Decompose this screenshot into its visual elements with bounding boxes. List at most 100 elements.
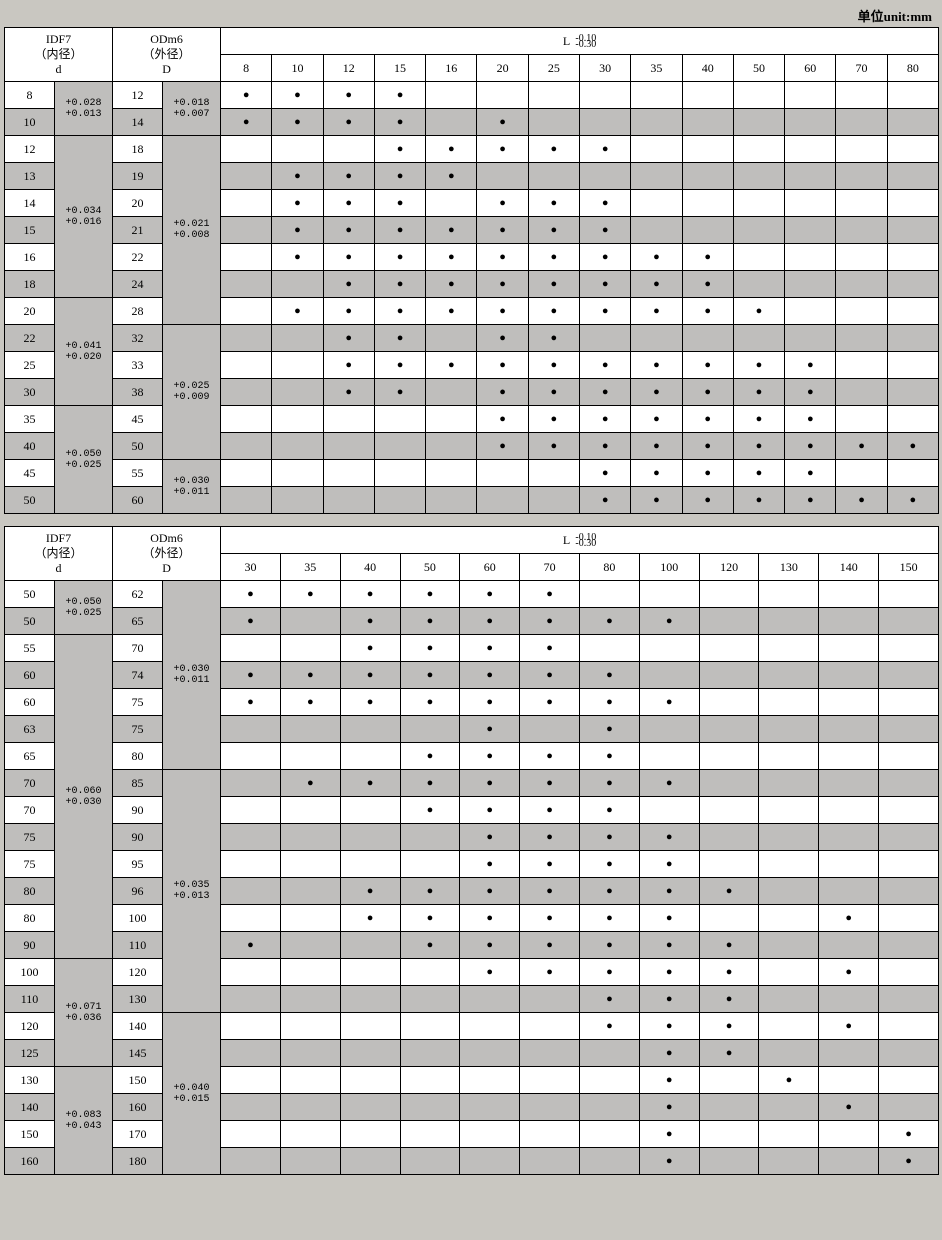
cell-dot [879, 1013, 939, 1040]
cell-dot: ● [426, 298, 477, 325]
cell-dot [887, 379, 938, 406]
cell-dot: ● [528, 352, 579, 379]
cell-od: 19 [113, 163, 163, 190]
cell-dot [836, 325, 887, 352]
cell-dot [477, 82, 528, 109]
cell-dot [639, 716, 699, 743]
cell-dot [528, 109, 579, 136]
cell-dot [733, 325, 784, 352]
cell-dot [819, 1067, 879, 1094]
cell-dot [836, 379, 887, 406]
cell-dot: ● [879, 1148, 939, 1175]
header-odm6: ODm6（外径）D [113, 28, 221, 82]
cell-dot: ● [323, 352, 374, 379]
cell-dot: ● [580, 217, 631, 244]
cell-dot: ● [280, 581, 340, 608]
cell-dot [221, 298, 272, 325]
table-row: 5065●●●●●●● [5, 608, 939, 635]
cell-dot [836, 217, 887, 244]
cell-dot: ● [631, 433, 682, 460]
cell-od-tolerance: +0.030+0.011 [163, 460, 221, 514]
table-row: 8096●●●●●●● [5, 878, 939, 905]
cell-dot [819, 581, 879, 608]
cell-dot: ● [528, 136, 579, 163]
cell-dot [631, 190, 682, 217]
cell-dot [785, 82, 836, 109]
cell-dot [221, 743, 281, 770]
cell-dot: ● [272, 217, 323, 244]
cell-dot: ● [580, 608, 640, 635]
cell-od: 170 [113, 1121, 163, 1148]
cell-dot: ● [272, 190, 323, 217]
cell-dot [580, 581, 640, 608]
cell-dot [759, 770, 819, 797]
cell-dot: ● [580, 878, 640, 905]
cell-d: 40 [5, 433, 55, 460]
cell-dot [520, 1148, 580, 1175]
cell-dot: ● [323, 190, 374, 217]
cell-dot [879, 581, 939, 608]
cell-dot: ● [426, 163, 477, 190]
cell-dot [280, 905, 340, 932]
cell-dot [280, 959, 340, 986]
cell-dot [785, 298, 836, 325]
cell-d: 80 [5, 905, 55, 932]
cell-d-tolerance: +0.060+0.030 [55, 635, 113, 959]
table-row: 12+0.034+0.01618+0.021+0.008●●●●● [5, 136, 939, 163]
cell-dot [836, 82, 887, 109]
cell-dot [836, 163, 887, 190]
cell-dot [221, 136, 272, 163]
cell-dot [887, 271, 938, 298]
table-row: 1420●●●●●● [5, 190, 939, 217]
cell-dot: ● [323, 298, 374, 325]
cell-dot [887, 325, 938, 352]
cell-dot: ● [639, 1013, 699, 1040]
cell-dot [280, 1148, 340, 1175]
cell-dot: ● [374, 379, 425, 406]
cell-dot [221, 716, 281, 743]
cell-dot [323, 460, 374, 487]
cell-dot [280, 743, 340, 770]
cell-dot: ● [426, 136, 477, 163]
cell-dot: ● [580, 460, 631, 487]
cell-dot [221, 878, 281, 905]
cell-dot [887, 109, 938, 136]
cell-dot: ● [639, 1040, 699, 1067]
cell-dot: ● [520, 581, 580, 608]
table-row: 160180●● [5, 1148, 939, 1175]
cell-dot [819, 635, 879, 662]
cell-od-tolerance: +0.025+0.009 [163, 325, 221, 460]
cell-dot [426, 325, 477, 352]
cell-dot: ● [785, 460, 836, 487]
cell-dot [759, 1094, 819, 1121]
cell-d-tolerance: +0.050+0.025 [55, 581, 113, 635]
cell-dot: ● [759, 1067, 819, 1094]
cell-dot [682, 109, 733, 136]
cell-dot [631, 82, 682, 109]
cell-dot [400, 1067, 460, 1094]
cell-dot: ● [323, 325, 374, 352]
cell-dot: ● [528, 271, 579, 298]
cell-dot [426, 460, 477, 487]
cell-dot [819, 716, 879, 743]
cell-dot: ● [631, 460, 682, 487]
cell-dot [836, 190, 887, 217]
cell-dot [426, 487, 477, 514]
cell-dot: ● [340, 878, 400, 905]
cell-dot: ● [400, 932, 460, 959]
header-idf7: IDF7（内径）d [5, 527, 113, 581]
cell-dot: ● [631, 352, 682, 379]
cell-od: 70 [113, 635, 163, 662]
cell-od: 75 [113, 716, 163, 743]
cell-dot: ● [280, 662, 340, 689]
cell-dot: ● [477, 379, 528, 406]
cell-dot [374, 487, 425, 514]
cell-dot: ● [682, 244, 733, 271]
cell-dot: ● [580, 716, 640, 743]
cell-dot: ● [460, 662, 520, 689]
cell-dot [340, 959, 400, 986]
cell-dot [340, 1148, 400, 1175]
cell-dot [759, 851, 819, 878]
table-row: 6075●●●●●●●● [5, 689, 939, 716]
cell-dot: ● [528, 298, 579, 325]
